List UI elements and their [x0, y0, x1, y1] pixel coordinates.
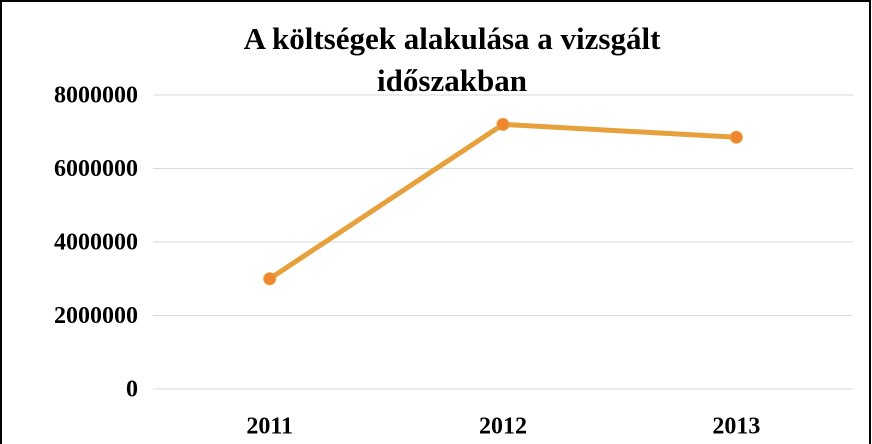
y-tick-label: 6000000	[54, 156, 138, 182]
y-tick-label: 4000000	[54, 230, 138, 256]
data-point	[496, 117, 510, 131]
chart-title: A költségek alakulása a vizsgált időszak…	[243, 21, 661, 98]
x-tick-label: 2012	[479, 414, 527, 440]
data-point	[729, 130, 743, 144]
y-tick-label: 0	[126, 377, 138, 403]
y-tick-label: 8000000	[54, 83, 138, 109]
x-tick-label: 2013	[712, 414, 760, 440]
data-point	[263, 272, 277, 286]
x-tick-label: 2011	[246, 414, 293, 440]
series-line	[267, 121, 739, 282]
y-tick-label: 2000000	[54, 303, 138, 329]
